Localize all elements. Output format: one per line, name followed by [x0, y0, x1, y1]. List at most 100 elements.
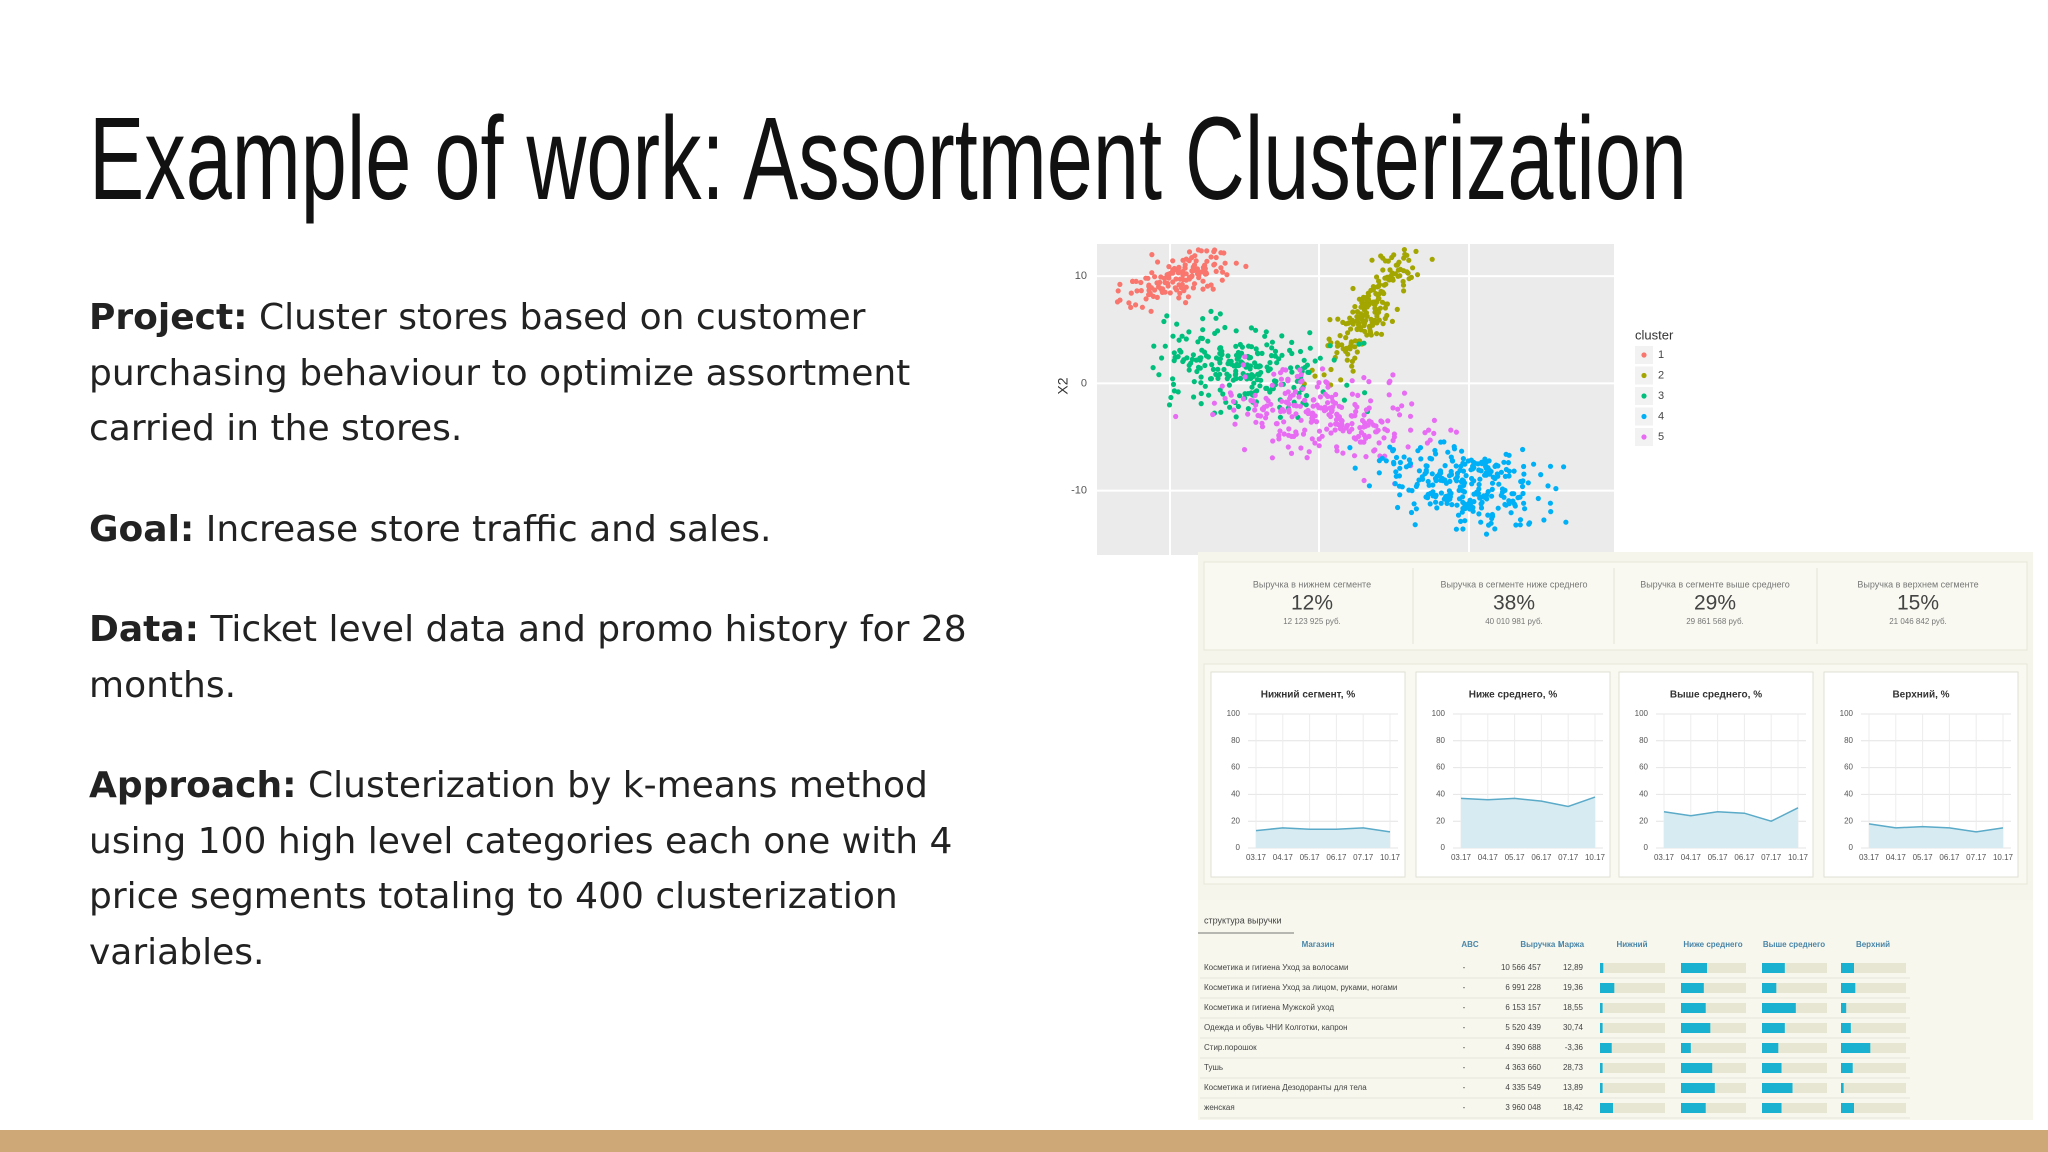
slide-title: Example of work: Assortment Clusterizati…	[89, 93, 1687, 225]
scatter-dot	[1265, 368, 1271, 374]
cell-name: Тушь	[1204, 1063, 1223, 1072]
scatter-dot	[1337, 333, 1343, 339]
scatter-dot	[1199, 347, 1205, 353]
scatter-dot	[1379, 455, 1385, 461]
kpi-sub: 21 046 842 руб.	[1889, 617, 1947, 626]
bar-track	[1600, 1063, 1665, 1073]
scatter-dot	[1400, 282, 1407, 288]
bar-track	[1762, 983, 1827, 993]
scatter-dot	[1312, 358, 1318, 364]
scatter-dot	[1289, 369, 1295, 375]
scatter-dot	[1245, 406, 1251, 412]
scatter-dot	[1358, 429, 1364, 436]
scatter-dot	[1390, 437, 1396, 444]
cell-margin: -3,36	[1565, 1043, 1584, 1052]
scatter-dot	[1280, 367, 1286, 373]
x-tick-label: 10.17	[1380, 853, 1401, 862]
scatter-dot	[1464, 504, 1470, 510]
segment-bar	[1681, 1023, 1711, 1033]
scatter-dot	[1157, 279, 1163, 285]
scatter-dot	[1285, 376, 1291, 382]
scatter-dot	[1418, 456, 1424, 462]
scatter-dot	[1217, 371, 1223, 377]
cell-name: Стир.порошок	[1204, 1043, 1257, 1052]
scatter-dot	[1253, 419, 1259, 425]
scatter-dot	[1213, 254, 1219, 261]
scatter-dot	[1278, 376, 1284, 382]
scatter-dot	[1222, 324, 1228, 331]
scatter-dot	[1372, 447, 1378, 453]
cell-margin: 18,55	[1563, 1003, 1584, 1012]
scatter-dot	[1311, 397, 1317, 403]
x-tick-label: 10.17	[1585, 853, 1606, 862]
x-tick-label: 03.17	[1859, 853, 1880, 862]
y-tick-label: 0	[1236, 843, 1241, 852]
scatter-dot	[1323, 379, 1329, 385]
scatter-dot	[1292, 389, 1299, 395]
scatter-dot	[1488, 520, 1494, 526]
table-header: Выручка ↓	[1520, 940, 1561, 949]
scatter-dot	[1259, 406, 1265, 412]
scatter-dot	[1233, 371, 1239, 377]
scatter-dot	[1494, 471, 1500, 477]
scatter-dot	[1429, 471, 1435, 477]
scatter-dot	[1503, 466, 1509, 473]
scatter-dot	[1259, 424, 1266, 430]
scatter-dot	[1343, 348, 1349, 354]
scatter-dot	[1189, 356, 1195, 362]
x-tick-label: 06.17	[1734, 853, 1755, 862]
scatter-dot	[1506, 452, 1512, 458]
chart-line	[1868, 823, 2004, 833]
scatter-dot	[1180, 272, 1186, 278]
scatter-dot	[1248, 397, 1254, 404]
scatter-dot	[1175, 270, 1181, 276]
x-tick-label: 05.17	[1300, 853, 1321, 862]
scatter-dot	[1470, 459, 1477, 465]
scatter-dot	[1298, 417, 1304, 423]
scatter-dot	[1279, 333, 1285, 339]
scatter-dot	[1448, 427, 1454, 433]
scatter-dot	[1285, 444, 1291, 450]
scatter-dot	[1205, 338, 1211, 344]
scatter-dot	[1396, 473, 1402, 479]
scatter-dot	[1217, 360, 1223, 366]
scatter-dot	[1217, 345, 1223, 351]
scatter-dot	[1382, 305, 1388, 311]
scatter-dot	[1286, 409, 1292, 415]
cell-name: Косметика и гигиена Мужской уход	[1204, 1003, 1334, 1012]
scatter-dot	[1194, 266, 1200, 272]
scatter-dot	[1213, 315, 1219, 321]
scatter-dot	[1352, 401, 1358, 408]
scatter-dot	[1128, 304, 1134, 310]
scatter-dot	[1379, 419, 1385, 425]
scatter-dot	[1366, 405, 1372, 411]
scatter-dot	[1476, 511, 1482, 517]
scatter-dot	[1177, 276, 1183, 282]
scatter-dot	[1149, 270, 1155, 276]
y-tick-label: 80	[1231, 736, 1240, 745]
scatter-dot	[1384, 301, 1390, 307]
scatter-dot	[1291, 402, 1297, 408]
scatter-dot	[1437, 468, 1443, 474]
x-tick-label: 05.17	[1913, 853, 1934, 862]
chart-title: Ниже среднего, %	[1469, 690, 1558, 701]
scatter-dot	[1168, 394, 1174, 401]
segment-bar	[1762, 1043, 1779, 1053]
bar-track	[1762, 1063, 1827, 1073]
bar-track	[1762, 1023, 1827, 1033]
scatter-dot	[1322, 404, 1328, 410]
scatter-dot	[1176, 264, 1182, 270]
scatter-dot	[1226, 373, 1232, 379]
footer-bar	[0, 1130, 2048, 1152]
scatter-dot	[1243, 263, 1249, 269]
legend-label: 2	[1658, 369, 1664, 381]
scatter-dot	[1439, 475, 1445, 482]
scatter-dot	[1253, 327, 1259, 333]
scatter-dot	[1215, 366, 1221, 372]
segment-bar	[1600, 983, 1615, 993]
scatter-dot	[1170, 381, 1177, 387]
scatter-dot	[1478, 505, 1485, 511]
scatter-dot	[1412, 522, 1418, 528]
y-tick-label: 20	[1844, 816, 1853, 825]
scatter-dot	[1117, 281, 1123, 287]
